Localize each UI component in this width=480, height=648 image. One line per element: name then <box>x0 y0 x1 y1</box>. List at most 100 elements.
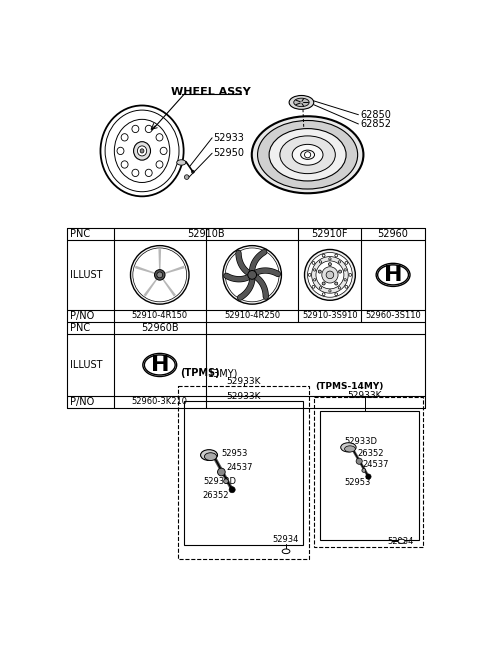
Circle shape <box>344 269 346 271</box>
Bar <box>320 411 419 540</box>
Ellipse shape <box>269 128 346 181</box>
Text: 13MY): 13MY) <box>207 369 238 378</box>
Text: 52960-3S110: 52960-3S110 <box>365 311 421 320</box>
Ellipse shape <box>145 169 152 176</box>
Text: 52960: 52960 <box>378 229 408 239</box>
Circle shape <box>316 261 344 289</box>
Circle shape <box>335 282 338 285</box>
Circle shape <box>319 260 322 263</box>
Polygon shape <box>135 266 155 274</box>
Ellipse shape <box>398 539 405 544</box>
Ellipse shape <box>156 133 163 141</box>
Circle shape <box>312 257 348 293</box>
Text: 62852: 62852 <box>360 119 391 129</box>
Circle shape <box>345 262 348 264</box>
Ellipse shape <box>294 98 309 107</box>
Ellipse shape <box>204 453 217 461</box>
Ellipse shape <box>121 161 128 168</box>
Text: 52910F: 52910F <box>312 229 348 239</box>
Circle shape <box>344 279 346 281</box>
Text: PNC: PNC <box>70 323 90 333</box>
Circle shape <box>133 248 187 302</box>
Text: 52953: 52953 <box>345 478 371 487</box>
Bar <box>314 397 423 548</box>
Circle shape <box>308 253 352 297</box>
Polygon shape <box>165 266 185 274</box>
Circle shape <box>155 270 165 280</box>
Ellipse shape <box>140 149 144 153</box>
Bar <box>178 386 309 559</box>
Ellipse shape <box>280 136 336 174</box>
Bar <box>184 401 303 545</box>
Text: 24537: 24537 <box>362 460 389 469</box>
Circle shape <box>319 286 322 289</box>
Circle shape <box>366 474 371 480</box>
Text: 52933D: 52933D <box>345 437 378 446</box>
Ellipse shape <box>132 169 139 176</box>
Text: 52910-3S910: 52910-3S910 <box>302 311 358 320</box>
Circle shape <box>328 262 332 266</box>
Text: 52950: 52950 <box>214 148 245 158</box>
Circle shape <box>322 254 325 257</box>
Text: 52910B: 52910B <box>187 229 225 239</box>
Ellipse shape <box>137 146 147 156</box>
Circle shape <box>304 152 311 158</box>
Circle shape <box>338 270 342 273</box>
Circle shape <box>225 248 279 302</box>
Text: 52934: 52934 <box>273 535 299 544</box>
Circle shape <box>335 293 337 295</box>
Circle shape <box>322 267 338 283</box>
Text: P/NO: P/NO <box>70 310 94 321</box>
Ellipse shape <box>376 263 410 286</box>
Text: WHEEL ASSY: WHEEL ASSY <box>171 87 251 97</box>
Text: 26352: 26352 <box>358 449 384 458</box>
Circle shape <box>217 468 225 476</box>
Circle shape <box>229 487 235 492</box>
Ellipse shape <box>177 160 186 165</box>
Ellipse shape <box>341 443 356 452</box>
Circle shape <box>192 170 194 173</box>
Circle shape <box>338 260 340 263</box>
Text: P/NO: P/NO <box>70 397 94 407</box>
Text: 52933D: 52933D <box>203 477 236 486</box>
Circle shape <box>157 272 163 278</box>
Text: PNC: PNC <box>70 229 90 239</box>
Ellipse shape <box>160 147 167 155</box>
Circle shape <box>313 279 316 281</box>
Text: 52953: 52953 <box>221 449 248 458</box>
Text: 62850: 62850 <box>360 110 391 120</box>
Text: (TPMS): (TPMS) <box>180 369 219 378</box>
Polygon shape <box>162 279 176 297</box>
Circle shape <box>224 479 228 483</box>
Text: (TPMS-14MY): (TPMS-14MY) <box>315 382 384 391</box>
Ellipse shape <box>282 549 290 553</box>
Text: ILLUST: ILLUST <box>70 270 102 280</box>
Circle shape <box>308 273 311 276</box>
Text: 52910-4R250: 52910-4R250 <box>224 311 280 320</box>
Text: 52933K: 52933K <box>227 376 261 386</box>
Circle shape <box>131 246 189 304</box>
Ellipse shape <box>121 133 128 141</box>
Circle shape <box>356 458 362 465</box>
Text: 52933: 52933 <box>214 133 244 143</box>
Circle shape <box>322 282 325 285</box>
Ellipse shape <box>292 145 323 165</box>
Ellipse shape <box>117 147 124 155</box>
Circle shape <box>322 293 325 295</box>
Ellipse shape <box>252 116 363 193</box>
Circle shape <box>329 258 331 260</box>
Circle shape <box>223 246 281 304</box>
Ellipse shape <box>289 95 314 110</box>
Ellipse shape <box>345 446 355 452</box>
Ellipse shape <box>156 161 163 168</box>
Text: 52960-3K210: 52960-3K210 <box>132 397 188 406</box>
Circle shape <box>312 285 315 288</box>
Circle shape <box>335 254 337 257</box>
Circle shape <box>184 175 189 179</box>
Text: H: H <box>384 265 402 285</box>
Circle shape <box>338 286 340 289</box>
Ellipse shape <box>132 125 139 133</box>
Text: 52910-4R150: 52910-4R150 <box>132 311 188 320</box>
Ellipse shape <box>258 121 358 189</box>
Circle shape <box>326 271 334 279</box>
